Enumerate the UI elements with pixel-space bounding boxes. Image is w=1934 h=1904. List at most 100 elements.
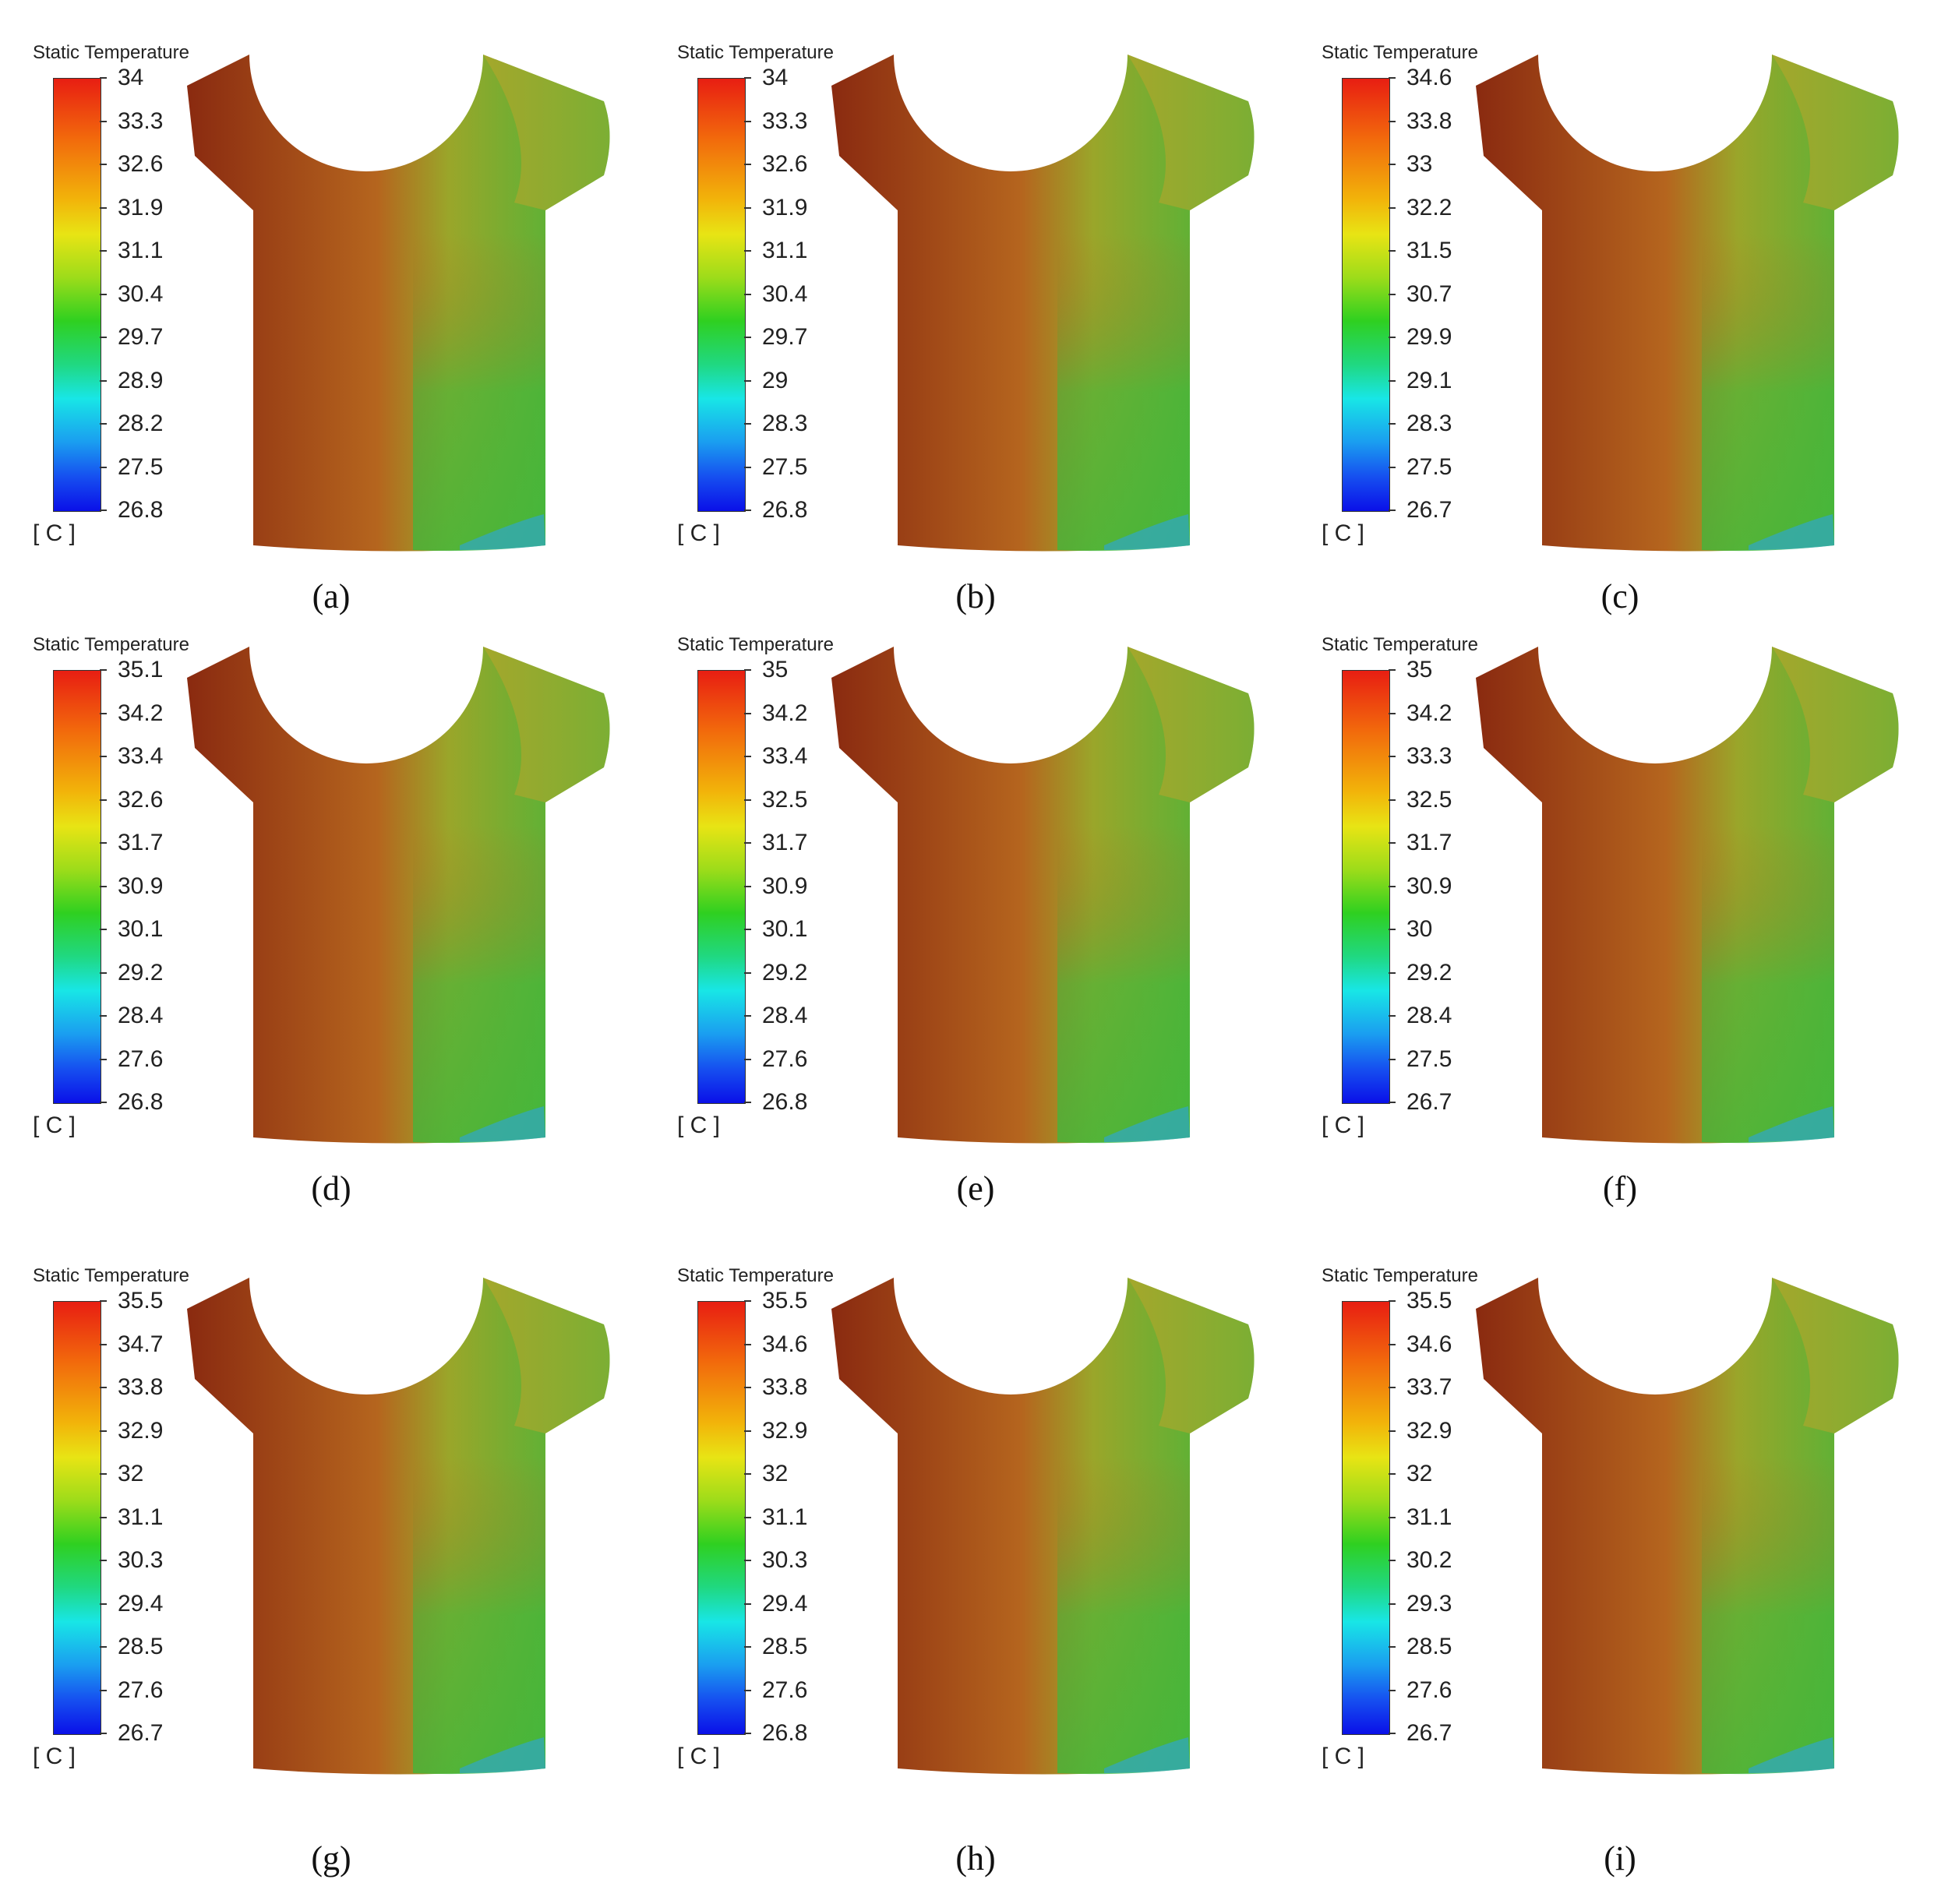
tshirt-temperature-contour xyxy=(187,647,610,1144)
colorbar-tick: 27.6 xyxy=(744,1046,838,1072)
tick-mark xyxy=(100,799,107,801)
tick-mark xyxy=(744,1646,751,1648)
colorbar-tick: 29.9 xyxy=(1389,324,1482,350)
legend-title: Static Temperature xyxy=(677,634,834,655)
tick-mark xyxy=(1389,337,1396,338)
tick-mark xyxy=(100,77,107,79)
colorbar-tick: 29.1 xyxy=(1389,367,1482,393)
tick-mark xyxy=(1389,164,1396,165)
colorbar-tick: 30.4 xyxy=(100,281,193,307)
tick-label: 32.6 xyxy=(762,151,808,177)
temperature-colorbar xyxy=(53,670,101,1104)
colorbar-tick: 34.7 xyxy=(100,1331,193,1357)
tick-label: 31.1 xyxy=(762,1504,808,1530)
shoulder-highlight xyxy=(1128,55,1255,210)
colorbar-tick: 30.7 xyxy=(1389,281,1482,307)
cool-region xyxy=(1057,826,1190,1144)
tick-mark xyxy=(744,293,751,295)
colorbar-tick: 31.1 xyxy=(744,238,838,263)
tick-label: 28.4 xyxy=(118,1003,164,1028)
tick-mark xyxy=(1389,929,1396,930)
tick-label: 31.7 xyxy=(762,830,808,855)
tick-label: 31.1 xyxy=(118,238,164,263)
colorbar-tick: 27.6 xyxy=(100,1677,193,1703)
tick-mark xyxy=(1389,250,1396,252)
tshirt-temperature-contour xyxy=(1476,1278,1899,1775)
units-label: [ C ] xyxy=(33,1112,76,1138)
tick-mark xyxy=(1389,756,1396,757)
tick-mark xyxy=(100,423,107,425)
tick-mark xyxy=(744,971,751,974)
tick-mark xyxy=(100,1733,107,1734)
tick-mark xyxy=(100,712,107,714)
colorbar-tick: 29.4 xyxy=(100,1591,193,1617)
tick-mark xyxy=(744,669,751,671)
colorbar-ticks: 34.6 33.8 33 32.2 31.5 30.7 29.9 29.1 28.3 27.5 26… xyxy=(1389,65,1482,523)
colorbar-tick: 31.1 xyxy=(100,238,193,263)
tick-mark xyxy=(1389,1516,1396,1518)
colorbar-tick: 29 xyxy=(744,368,838,393)
colorbar-tick: 30.4 xyxy=(744,281,838,307)
units-label: [ C ] xyxy=(33,1744,76,1769)
tick-label: 33.8 xyxy=(762,1374,808,1400)
tick-label: 26.7 xyxy=(118,1720,164,1746)
colorbar-tick: 32.6 xyxy=(744,151,838,177)
tick-label: 29.2 xyxy=(1406,959,1452,985)
colorbar-tick: 29.4 xyxy=(744,1591,838,1617)
tick-label: 34.6 xyxy=(762,1331,808,1357)
colorbar-tick: 26.7 xyxy=(1389,497,1482,523)
colorbar-tick: 33.8 xyxy=(100,1374,193,1400)
tick-mark xyxy=(744,1560,751,1561)
tick-mark xyxy=(1389,1689,1396,1691)
tick-mark xyxy=(1389,712,1396,714)
tick-label: 31.1 xyxy=(118,1504,164,1530)
cool-region xyxy=(413,234,545,552)
temperature-colorbar xyxy=(53,78,101,512)
cool-region xyxy=(1057,1457,1190,1775)
colorbar-tick: 27.5 xyxy=(744,454,838,480)
colorbar-tick: 27.6 xyxy=(744,1677,838,1703)
colorbar-tick: 26.8 xyxy=(744,1089,838,1115)
tick-mark xyxy=(1389,1387,1396,1388)
cold-hem-region xyxy=(1104,1737,1190,1773)
panel-caption: (f) xyxy=(1603,1169,1637,1208)
tick-label: 29.7 xyxy=(118,324,164,350)
tick-mark xyxy=(744,206,751,209)
tick-label: 35 xyxy=(762,657,789,682)
colorbar-tick: 34.2 xyxy=(1389,700,1482,726)
tick-mark xyxy=(100,1015,107,1017)
colorbar-tick: 31.7 xyxy=(100,830,193,855)
tick-label: 30.9 xyxy=(118,873,164,899)
tick-mark xyxy=(1389,206,1396,209)
colorbar-tick: 32.5 xyxy=(744,787,838,813)
tick-label: 28.4 xyxy=(1406,1003,1452,1028)
tick-label: 35.5 xyxy=(118,1288,164,1313)
units-label: [ C ] xyxy=(677,1112,721,1138)
colorbar-tick: 33.3 xyxy=(744,108,838,134)
tick-label: 28.3 xyxy=(762,411,808,436)
tick-label: 29.1 xyxy=(1406,367,1452,393)
tick-mark xyxy=(1389,423,1396,425)
legend-title: Static Temperature xyxy=(33,42,189,63)
shoulder-highlight xyxy=(483,1278,610,1433)
tick-label: 33.7 xyxy=(1406,1374,1452,1400)
colorbar-tick: 34.6 xyxy=(1389,65,1482,90)
colorbar-ticks: 35.5 34.6 33.8 32.9 32 31.1 30.3 29.4 28.5 27.6 26… xyxy=(744,1288,838,1746)
colorbar-ticks: 34 33.3 32.6 31.9 31.1 30.4 29.7 29 28.3 27.5 26.8 xyxy=(744,65,838,523)
colorbar-tick: 30.9 xyxy=(744,873,838,899)
tick-mark xyxy=(100,1603,107,1605)
panel-f: Static Temperature 35 34.2 33.3 32.5 31.7 30.9… xyxy=(1289,592,1933,1226)
tshirt-temperature-contour xyxy=(1476,55,1899,552)
tick-label: 30 xyxy=(1406,916,1433,942)
tick-label: 35.5 xyxy=(1406,1288,1452,1313)
tick-mark xyxy=(744,77,751,79)
panel-caption: (e) xyxy=(956,1169,995,1208)
tick-label: 34 xyxy=(762,65,789,90)
colorbar-ticks: 35.1 34.2 33.4 32.6 31.7 30.9 30.1 29.2 28.4 27.6… xyxy=(100,657,193,1115)
colorbar-tick: 31.7 xyxy=(1389,830,1482,855)
panel-caption: (i) xyxy=(1604,1839,1636,1878)
tick-label: 26.8 xyxy=(762,1089,808,1115)
tick-label: 27.5 xyxy=(118,453,164,480)
units-label: [ C ] xyxy=(33,520,76,546)
colorbar-tick: 31.9 xyxy=(744,195,838,220)
